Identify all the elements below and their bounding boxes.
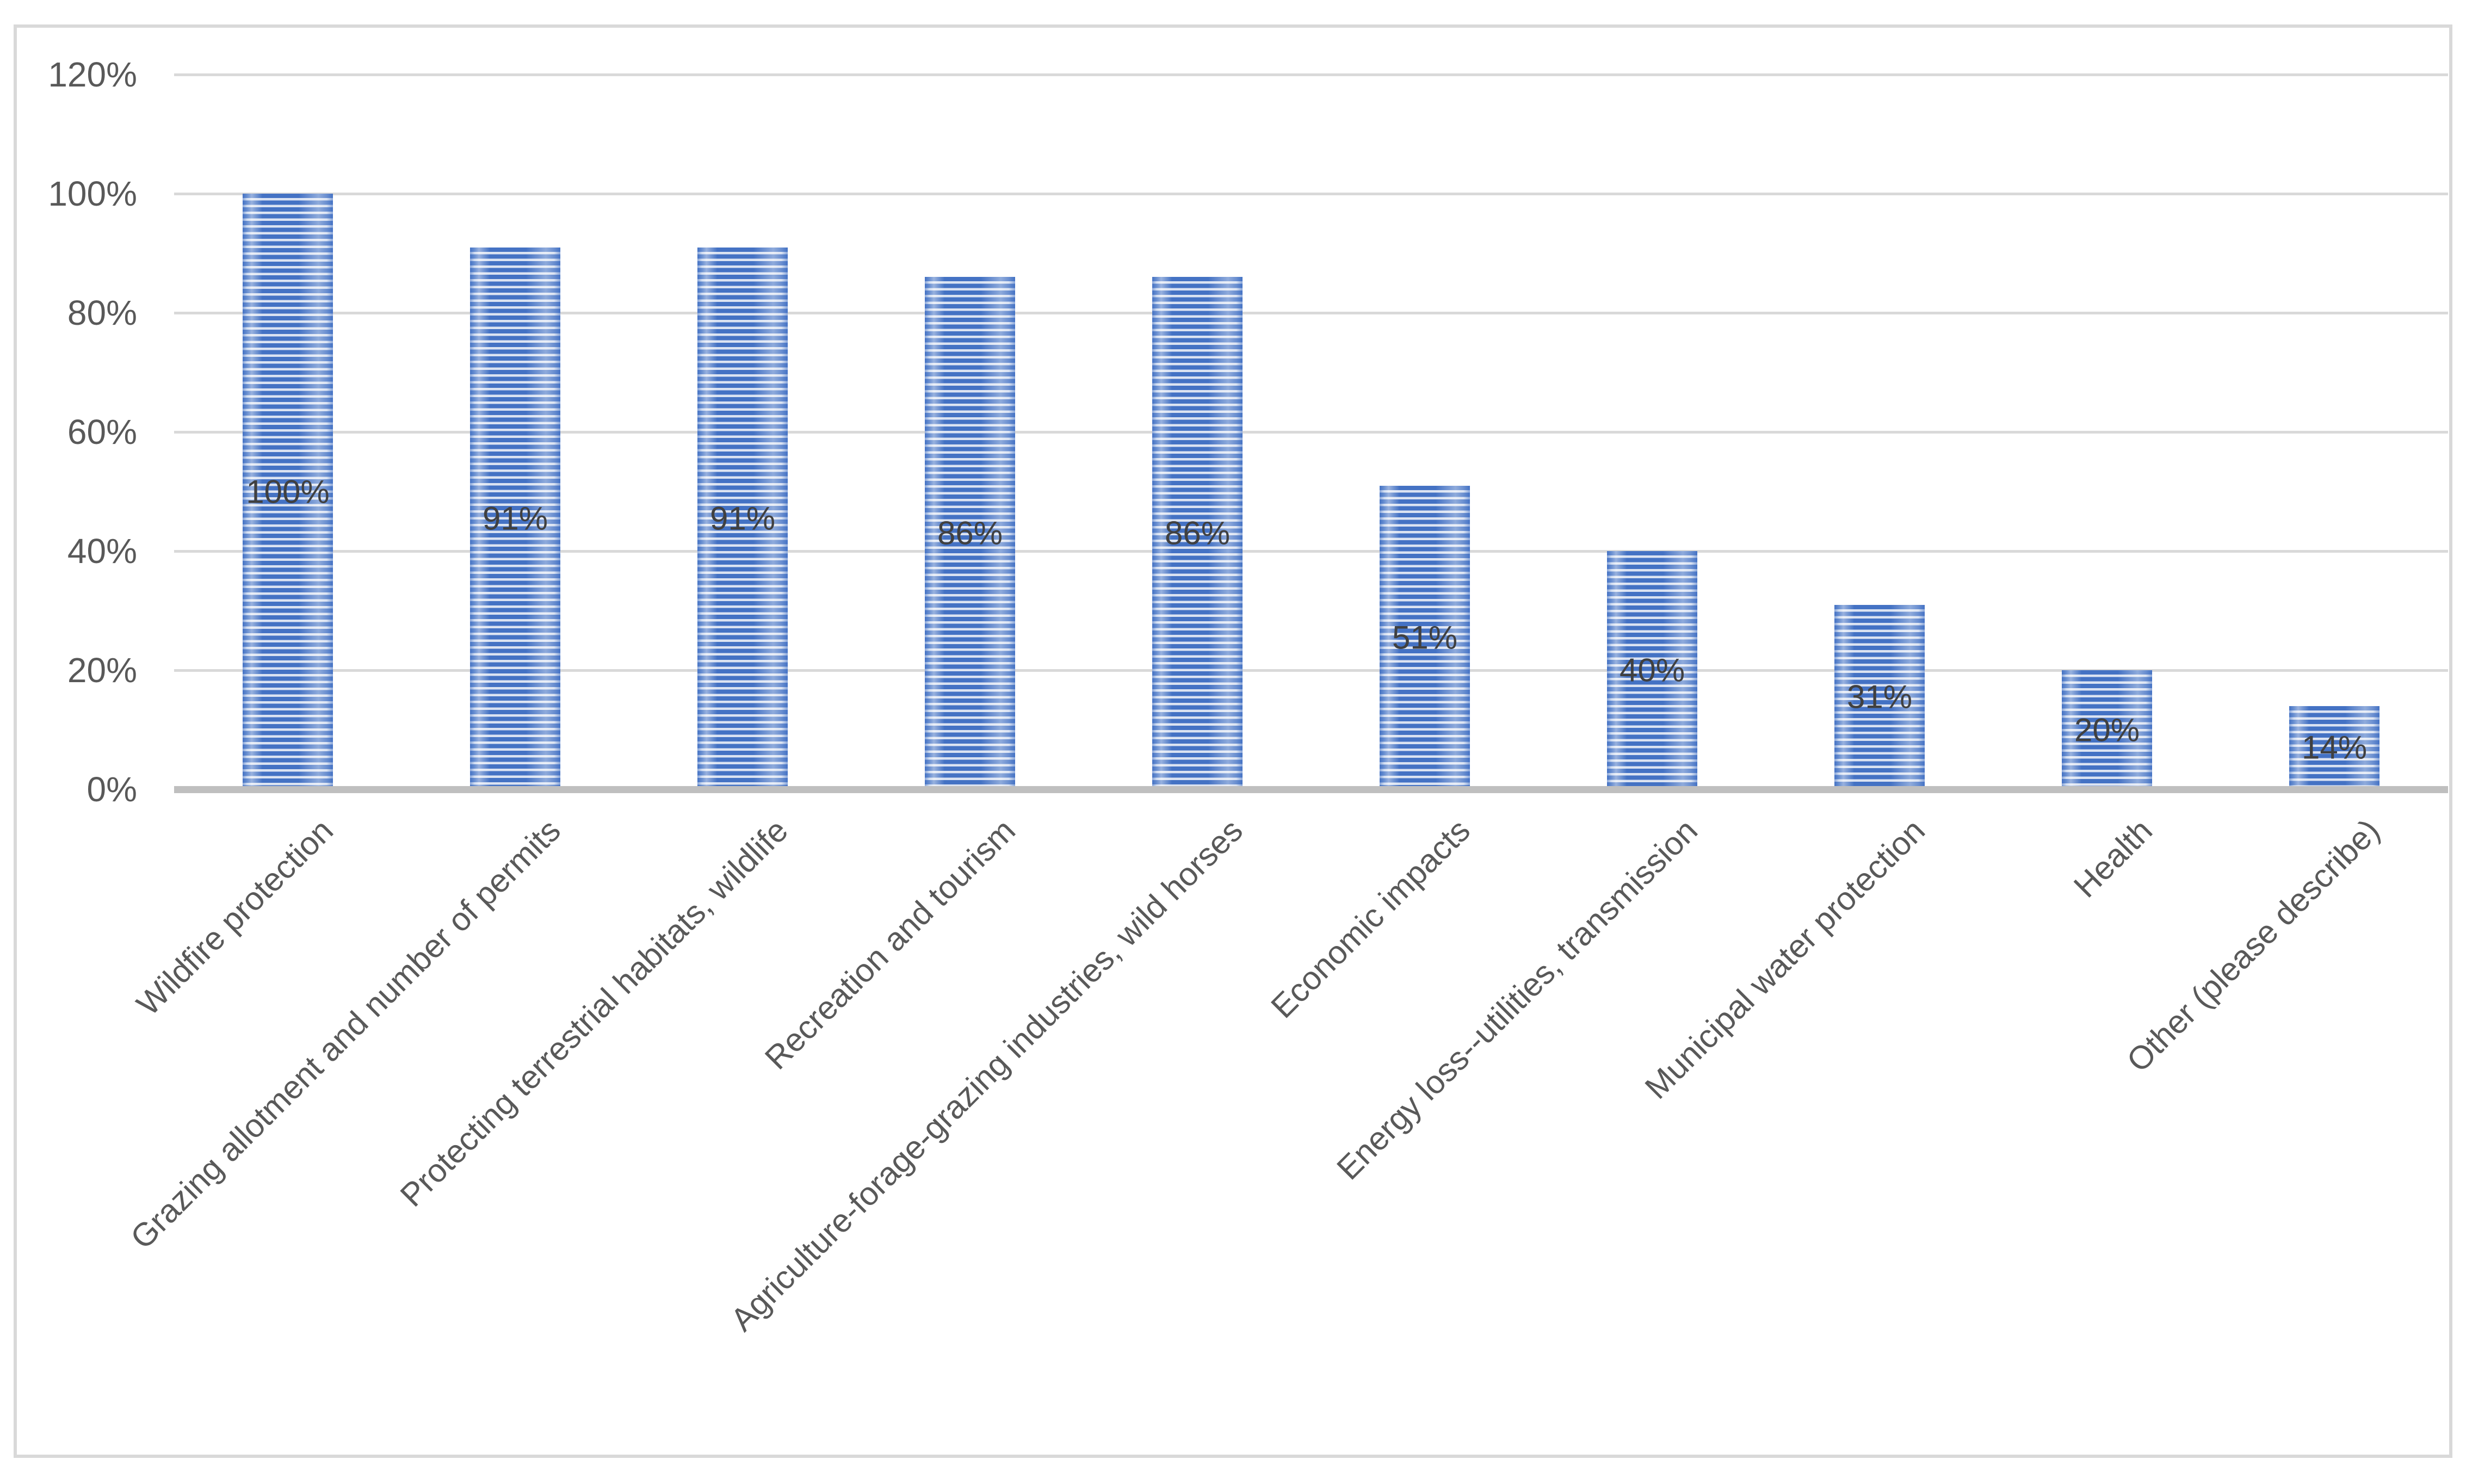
bar-data-label: 14% [2301,729,2368,766]
bar-data-label: 100% [246,473,330,510]
bar [1834,604,1925,792]
bar [1380,485,1470,792]
y-tick-label: 0% [86,770,138,809]
bar-data-label: 86% [937,515,1003,552]
y-tick-label: 40% [67,531,137,571]
bar [1152,277,1243,792]
gridline [174,550,2448,553]
bar-data-label: 86% [1164,515,1231,552]
bar [925,277,1015,792]
bar [1607,551,1697,792]
bar [2289,706,2380,792]
gridline [174,431,2448,434]
gridline [174,193,2448,195]
gridline [174,669,2448,672]
bar [243,194,333,792]
y-tick-label: 20% [67,651,137,690]
bar [697,247,788,792]
bar-data-label: 31% [1846,678,1913,715]
y-tick-label: 100% [48,174,137,213]
bar-data-label: 40% [1619,652,1685,689]
bar [2062,670,2152,792]
gridline [174,73,2448,76]
y-tick-label: 80% [67,293,137,332]
bar [470,247,560,792]
bar-data-label: 91% [709,500,776,537]
bar-data-label: 51% [1392,619,1458,656]
y-tick-label: 120% [48,55,137,94]
bar-data-label: 20% [2074,712,2140,748]
y-tick-label: 60% [67,412,137,452]
x-axis-line [174,786,2448,793]
bar-data-label: 91% [482,500,548,537]
gridline [174,312,2448,314]
